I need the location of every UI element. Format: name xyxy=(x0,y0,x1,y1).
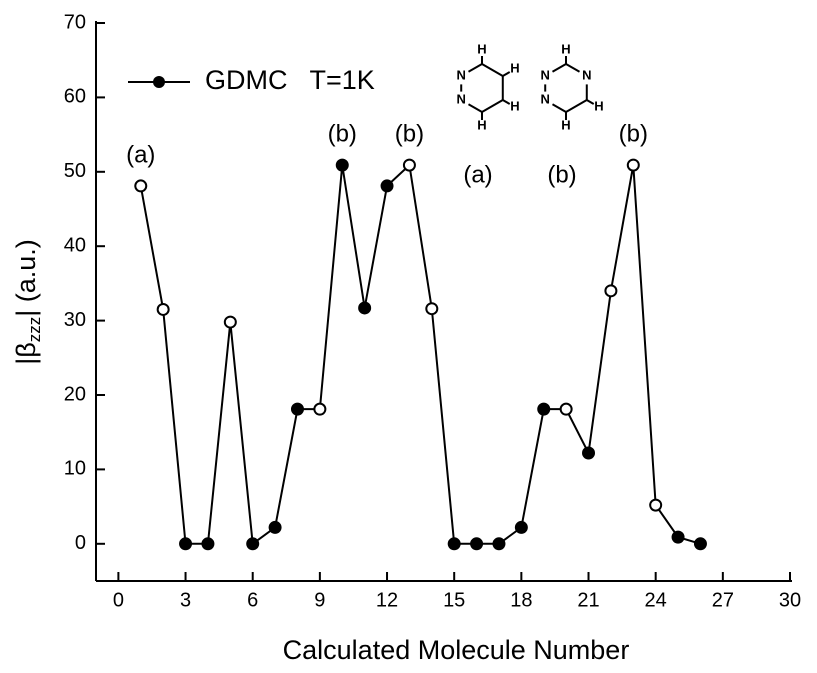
legend-label: GDMC T=1K xyxy=(205,65,375,95)
data-point xyxy=(514,520,528,534)
atom: H xyxy=(561,41,570,56)
data-point xyxy=(447,537,461,551)
bond xyxy=(551,103,567,113)
data-point xyxy=(335,158,349,172)
y-tick-label: 10 xyxy=(64,458,86,480)
x-tick-label: 18 xyxy=(510,589,532,611)
annotation: (b) xyxy=(395,120,424,147)
annotation: (b) xyxy=(619,120,648,147)
y-axis-label: |βzzz| (a.u.) xyxy=(11,239,44,365)
y-tick-label: 20 xyxy=(64,383,86,405)
data-point xyxy=(246,537,260,551)
x-tick-label: 21 xyxy=(577,589,599,611)
data-point xyxy=(425,302,439,316)
bond xyxy=(481,99,504,113)
bond xyxy=(565,63,581,73)
data-point xyxy=(134,179,148,193)
data-point xyxy=(582,446,596,460)
x-tick-label: 27 xyxy=(712,589,734,611)
atom: H xyxy=(594,98,603,113)
data-point xyxy=(223,315,237,329)
data-point xyxy=(693,537,707,551)
annotation: (b) xyxy=(328,120,357,147)
x-tick-label: 3 xyxy=(180,589,191,611)
x-tick-label: 15 xyxy=(443,589,465,611)
bond xyxy=(565,99,588,113)
y-tick-label: 0 xyxy=(75,532,86,554)
y-label-rest: | (a.u.) xyxy=(11,239,41,317)
data-point xyxy=(156,302,170,316)
molecule-label: (b) xyxy=(547,161,576,188)
data-point xyxy=(492,537,506,551)
x-tick-label: 24 xyxy=(645,589,667,611)
data-point xyxy=(559,402,573,416)
x-tick-label: 9 xyxy=(314,589,325,611)
annotation: (a) xyxy=(126,141,155,168)
data-point xyxy=(201,537,215,551)
x-tick-label: 0 xyxy=(113,589,124,611)
y-tick-label: 50 xyxy=(64,160,86,182)
atom: N xyxy=(541,67,550,82)
y-tick-label: 70 xyxy=(64,11,86,33)
x-axis-label: Calculated Molecule Number xyxy=(283,635,630,665)
data-point xyxy=(290,402,304,416)
data-point xyxy=(626,158,640,172)
legend-marker xyxy=(153,76,165,88)
bond xyxy=(467,63,483,73)
atom: H xyxy=(477,117,486,132)
y-tick-label: 30 xyxy=(64,309,86,331)
bond xyxy=(586,99,595,105)
bond xyxy=(502,99,511,105)
data-point xyxy=(402,158,416,172)
data-point xyxy=(268,520,282,534)
bond xyxy=(502,71,511,77)
bond xyxy=(467,103,483,113)
y-tick-label: 60 xyxy=(64,86,86,108)
data-point xyxy=(313,402,327,416)
x-tick-label: 12 xyxy=(376,589,398,611)
atom: N xyxy=(457,67,466,82)
atom: H xyxy=(510,98,519,113)
atom: H xyxy=(477,41,486,56)
bond xyxy=(481,63,504,77)
bond xyxy=(551,63,567,73)
data-point xyxy=(380,179,394,193)
molecule-label: (a) xyxy=(463,161,492,188)
y-tick-label: 40 xyxy=(64,234,86,256)
y-label-sub: zzz xyxy=(25,317,44,343)
data-point xyxy=(470,537,484,551)
data-point xyxy=(649,498,663,512)
series-line xyxy=(139,163,701,546)
x-tick-label: 30 xyxy=(779,589,801,611)
data-point xyxy=(671,530,685,544)
atom: H xyxy=(510,60,519,75)
x-tick-label: 6 xyxy=(247,589,258,611)
data-point xyxy=(604,284,618,298)
data-point xyxy=(358,301,372,315)
atom: H xyxy=(561,117,570,132)
atom: N xyxy=(541,91,550,106)
atom: N xyxy=(457,91,466,106)
atom: N xyxy=(582,67,591,82)
y-label-text: |β xyxy=(11,342,41,365)
data-point xyxy=(179,537,193,551)
data-point xyxy=(537,402,551,416)
